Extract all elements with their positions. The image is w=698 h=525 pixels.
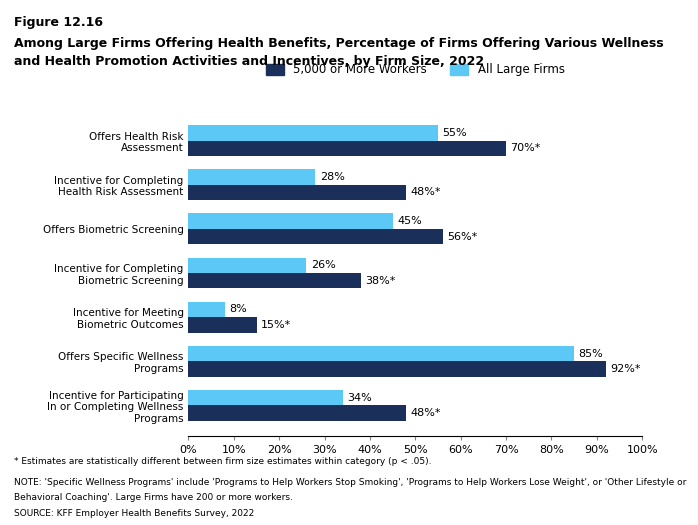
Text: 26%: 26% [311,260,336,270]
Text: Behavioral Coaching'. Large Firms have 200 or more workers.: Behavioral Coaching'. Large Firms have 2… [14,494,293,502]
Text: Figure 12.16: Figure 12.16 [14,16,103,29]
Text: 92%*: 92%* [610,364,641,374]
Bar [188,405,406,421]
Text: 48%*: 48%* [410,187,441,197]
Bar [188,169,315,185]
Text: 85%: 85% [579,349,603,359]
Bar [188,361,606,377]
Bar [188,302,225,317]
Bar [188,390,343,405]
Text: 15%*: 15%* [261,320,291,330]
Text: 56%*: 56%* [447,232,477,242]
Bar [188,317,257,333]
Text: 38%*: 38%* [366,276,396,286]
Text: 8%: 8% [229,304,247,314]
Text: Among Large Firms Offering Health Benefits, Percentage of Firms Offering Various: Among Large Firms Offering Health Benefi… [14,37,664,50]
Text: 48%*: 48%* [410,408,441,418]
Bar [188,258,306,273]
Text: 70%*: 70%* [511,143,541,153]
Bar [188,346,574,361]
Legend: 5,000 or More Workers, All Large Firms: 5,000 or More Workers, All Large Firms [260,58,570,82]
Text: and Health Promotion Activities and Incentives, by Firm Size, 2022: and Health Promotion Activities and Ince… [14,55,484,68]
Text: 55%: 55% [443,128,467,138]
Bar [188,229,443,244]
Text: * Estimates are statistically different between firm size estimates within categ: * Estimates are statistically different … [14,457,431,466]
Bar [188,273,361,288]
Bar [188,213,393,229]
Bar [188,125,438,141]
Bar [188,185,406,200]
Text: 34%: 34% [348,393,372,403]
Text: NOTE: 'Specific Wellness Programs' include 'Programs to Help Workers Stop Smokin: NOTE: 'Specific Wellness Programs' inclu… [14,478,686,487]
Text: 45%: 45% [397,216,422,226]
Text: 28%: 28% [320,172,345,182]
Bar [188,141,506,156]
Text: SOURCE: KFF Employer Health Benefits Survey, 2022: SOURCE: KFF Employer Health Benefits Sur… [14,509,254,518]
